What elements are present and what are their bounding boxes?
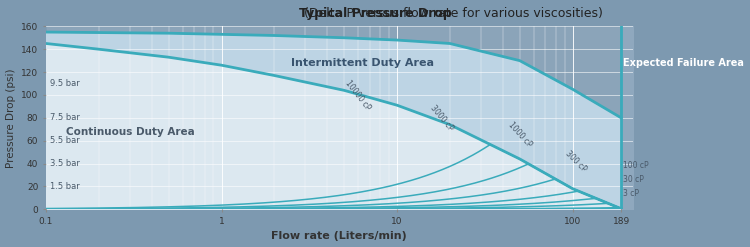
Text: Continuous Duty Area: Continuous Duty Area <box>66 126 195 137</box>
Text: 3.5 bar: 3.5 bar <box>50 159 80 168</box>
X-axis label: Flow rate (Liters/min): Flow rate (Liters/min) <box>272 231 407 242</box>
Text: Typical Pressure Drop: Typical Pressure Drop <box>298 7 452 21</box>
Text: 30 cP: 30 cP <box>622 175 644 184</box>
Text: Intermittent Duty Area: Intermittent Duty Area <box>291 58 434 68</box>
Text: 10000 cP: 10000 cP <box>344 78 373 112</box>
Y-axis label: Pressure Drop (psi): Pressure Drop (psi) <box>5 68 16 167</box>
Polygon shape <box>46 26 621 118</box>
Text: 1.5 bar: 1.5 bar <box>50 182 80 191</box>
Text: Expected Failure Area: Expected Failure Area <box>623 58 744 68</box>
Text: (Delta P versus flow rate for various viscosities): (Delta P versus flow rate for various vi… <box>148 7 602 21</box>
Text: 100 cP: 100 cP <box>622 161 648 170</box>
Text: 3 cP: 3 cP <box>622 189 639 198</box>
Text: 7.5 bar: 7.5 bar <box>50 113 80 122</box>
Text: 9.5 bar: 9.5 bar <box>50 79 80 88</box>
Text: 3000 cP: 3000 cP <box>428 103 455 132</box>
Text: 5.5 bar: 5.5 bar <box>50 136 80 145</box>
Text: 300 cP: 300 cP <box>564 149 589 174</box>
Text: 1000 cP: 1000 cP <box>506 121 533 149</box>
Polygon shape <box>46 32 621 209</box>
